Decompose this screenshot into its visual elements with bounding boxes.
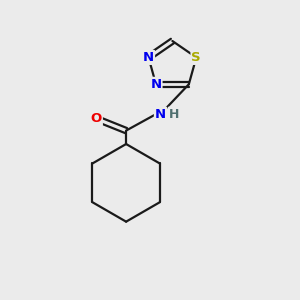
Text: N: N (150, 78, 161, 91)
Text: S: S (191, 51, 201, 64)
Text: N: N (155, 108, 166, 121)
Text: N: N (143, 51, 154, 64)
Text: O: O (91, 112, 102, 125)
Text: H: H (169, 108, 179, 121)
